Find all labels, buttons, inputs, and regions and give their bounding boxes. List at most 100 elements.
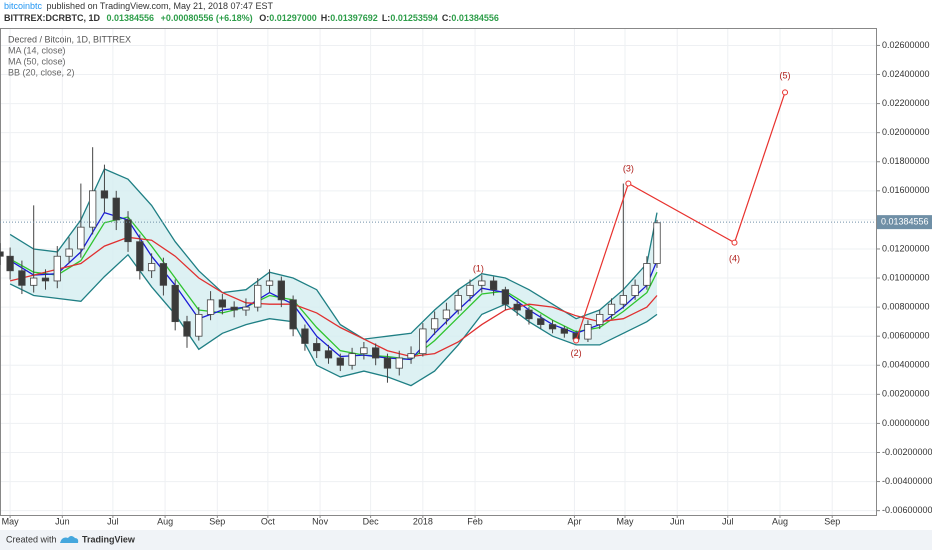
candle-body <box>112 197 120 221</box>
x-tick-label: Nov <box>312 516 329 526</box>
candle-body <box>171 284 179 323</box>
candle-body <box>65 248 73 257</box>
candle-body <box>100 190 109 199</box>
x-tick-label: Jul <box>107 516 119 526</box>
candle-body <box>560 328 568 334</box>
ohlc-label: H: <box>321 13 331 23</box>
author[interactable]: bitcoinbtc <box>4 1 43 11</box>
candle-body <box>277 280 285 301</box>
x-tick-label: Aug <box>772 516 788 526</box>
candle-body <box>525 309 533 320</box>
ohlc-label: C: <box>442 13 452 23</box>
x-tick-label: May <box>2 516 20 526</box>
candle-body <box>18 270 26 286</box>
header-line-2: BITTREX:DCRBTC, 1D 0.01384556 +0.0008055… <box>4 13 499 23</box>
wave-label: (4) <box>729 254 740 264</box>
band-lower <box>9 253 658 387</box>
brand-logo <box>60 536 79 543</box>
wave-point <box>573 337 580 344</box>
change: +0.00080556 (+6.18%) <box>161 13 253 23</box>
wave-point <box>625 180 632 187</box>
y-tick-label: 0.00800000 <box>882 301 930 311</box>
candle-body <box>124 219 132 243</box>
candle-body <box>30 277 38 286</box>
wave-label: (5) <box>780 70 791 80</box>
wave-line <box>575 92 786 341</box>
footer-brand[interactable]: TradingView <box>82 534 136 544</box>
header-line-1: bitcoinbtc published on TradingView.com,… <box>4 1 274 11</box>
candle-body <box>89 190 97 228</box>
candle-body <box>548 324 557 330</box>
x-tick-label: Jun <box>670 516 685 526</box>
candle-body <box>242 306 250 311</box>
wave-point <box>782 89 789 96</box>
last: 0.01384556 <box>107 13 155 23</box>
candle-body <box>619 295 627 305</box>
candle-body <box>372 347 380 359</box>
candle-body <box>77 226 85 250</box>
ohlc-value: 0.01384556 <box>451 13 499 23</box>
band-upper <box>9 168 658 340</box>
y-tick-label: 0.01600000 <box>882 185 930 195</box>
candle-body <box>195 313 203 337</box>
candle-body <box>537 318 545 325</box>
candle-body <box>419 328 427 355</box>
candle-body <box>430 318 439 330</box>
ohlc-value: 0.01253594 <box>390 13 438 23</box>
candle-body <box>489 280 498 291</box>
legend-title: Decred / Bitcoin, 1D, BITTREX <box>8 34 131 44</box>
candle-body <box>653 222 661 264</box>
y-tick-label: 0.01800000 <box>882 156 930 166</box>
candle-body <box>607 303 616 315</box>
y-tick-label: -0.00400000 <box>882 476 932 486</box>
candle-body <box>513 303 521 311</box>
wave-label: (1) <box>473 264 484 274</box>
candle-body <box>360 347 368 355</box>
candle-body <box>643 263 651 286</box>
x-tick-label: Aug <box>157 516 173 526</box>
y-tick-label: 0.01200000 <box>882 243 930 253</box>
band-basis <box>9 216 658 361</box>
y-tick-label: 0.02400000 <box>882 69 930 79</box>
candle-body <box>301 328 309 344</box>
last-price-label: 0.01384556 <box>881 217 929 227</box>
ohlc-label: O: <box>259 13 269 23</box>
x-tick-label: Jun <box>55 516 70 526</box>
x-tick-label: May <box>616 516 634 526</box>
candle-body <box>147 263 156 272</box>
candle-body <box>324 350 333 359</box>
footer-created: Created with <box>6 534 57 544</box>
candle-body <box>596 313 604 325</box>
wave-label: (3) <box>623 163 634 173</box>
y-tick-label: 0.02000000 <box>882 127 930 137</box>
plot-area: -0.00600000 -0.00400000 -0.00200000 0.00000… <box>0 28 932 526</box>
candle-body <box>395 357 403 369</box>
x-tick-label: Apr <box>567 516 581 526</box>
legend-entry: MA (14, close) <box>8 45 66 55</box>
x-tick-label: Feb <box>467 516 483 526</box>
y-tick-label: 0.02600000 <box>882 40 930 50</box>
candle-body <box>289 299 297 330</box>
candle-body <box>254 284 262 308</box>
y-tick-label: -0.00200000 <box>882 447 932 457</box>
footer-bar <box>0 530 932 550</box>
wave-point <box>731 239 738 246</box>
candle-body <box>230 306 238 311</box>
candle-body <box>136 241 144 272</box>
wave-label: (2) <box>571 348 582 358</box>
ohlc-value: 0.01297000 <box>269 13 317 23</box>
ohlc-label: L: <box>382 13 391 23</box>
candle-body <box>183 321 191 337</box>
candle-body <box>407 353 415 359</box>
ohlc-value: 0.01397692 <box>330 13 378 23</box>
candle-body <box>336 357 344 366</box>
candle-body <box>466 284 474 296</box>
candle-body <box>631 284 639 296</box>
x-tick-label: Sep <box>824 516 840 526</box>
legend-entry: MA (50, close) <box>8 56 66 66</box>
y-tick-label: 0.01000000 <box>882 272 930 282</box>
candle-body <box>0 251 4 257</box>
y-tick-label: 0.00600000 <box>882 331 930 341</box>
candle-body <box>442 309 451 320</box>
y-tick-label: 0.00200000 <box>882 389 930 399</box>
